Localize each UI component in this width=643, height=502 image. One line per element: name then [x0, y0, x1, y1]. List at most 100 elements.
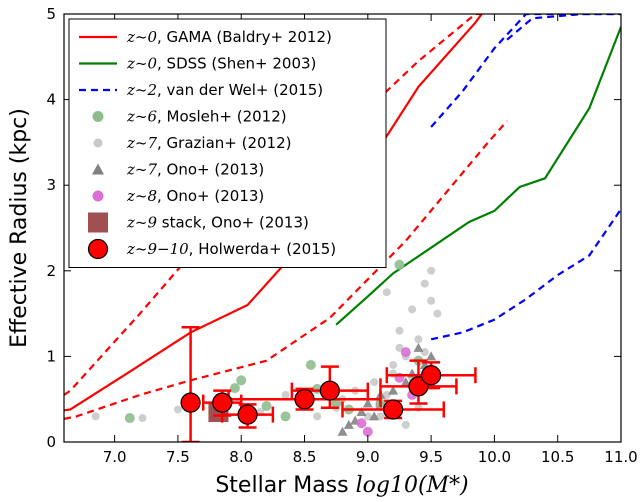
- legend-entry: z~8, Ono+ (2013): [126, 187, 264, 205]
- legend-entry-z: z~0: [126, 28, 157, 46]
- vdw-upper2-line: [506, 14, 621, 41]
- grazian-point: [370, 378, 379, 387]
- y-tick-label: 2: [46, 262, 56, 280]
- mosleh-point: [305, 359, 316, 370]
- x-axis-title: Stellar Mass log10(M*): [215, 473, 468, 498]
- mosleh-point: [236, 375, 247, 386]
- ono-z8-point: [356, 418, 367, 429]
- grazian-point: [420, 279, 429, 288]
- y-tick-label: 4: [46, 91, 56, 109]
- x-tick-label: 9.0: [356, 448, 380, 466]
- legend-entry: z~6, Mosleh+ (2012): [126, 108, 287, 126]
- legend-entry-z: z~0: [126, 55, 157, 73]
- gama-lower-line: [64, 120, 508, 420]
- legend-entry: z~2, van der Wel+ (2015): [126, 81, 323, 99]
- legend-circle-swatch: [92, 190, 104, 202]
- legend-entry-label: stack, Ono+ (2013): [157, 214, 309, 232]
- legend-entry-label: , Holwerda+ (2015): [189, 240, 337, 258]
- legend-big-circle-swatch: [87, 238, 109, 260]
- mosleh-point: [394, 259, 405, 270]
- grazian-point: [433, 309, 442, 318]
- x-tick-label: 8.5: [293, 448, 317, 466]
- legend-entry-z: z~9−10: [126, 240, 189, 258]
- ono-z7-point: [388, 385, 399, 395]
- sdss-line: [335, 26, 621, 326]
- x-tick-label: 9.5: [419, 448, 443, 466]
- legend-entry-label: , Ono+ (2013): [157, 187, 264, 205]
- mosleh-point: [280, 411, 291, 422]
- grazian-point: [389, 360, 398, 369]
- grazian-point: [414, 335, 423, 344]
- grazian-point: [173, 405, 182, 414]
- grazian-point: [138, 414, 147, 423]
- grazian-point: [401, 420, 410, 429]
- legend-entry: z~0, SDSS (Shen+ 2003): [126, 55, 316, 73]
- x-tick-label: 7.0: [103, 448, 127, 466]
- mosleh-point: [229, 383, 240, 394]
- legend: z~0, GAMA (Baldry+ 2012)z~0, SDSS (Shen+…: [68, 18, 387, 268]
- legend-entry-z: z~6: [126, 108, 157, 126]
- vdw-lower-line: [430, 208, 621, 341]
- mosleh-point: [331, 398, 342, 409]
- legend-entry-label: , van der Wel+ (2015): [157, 81, 323, 99]
- x-tick-label: 10.5: [541, 448, 574, 466]
- grazian-point: [313, 412, 322, 421]
- holwerda-point: [237, 404, 258, 425]
- legend-entry-label: , Grazian+ (2012): [157, 134, 291, 152]
- holwerda-point: [408, 376, 429, 397]
- x-tick-label: 8.0: [229, 448, 253, 466]
- x-axis-title-text: Stellar Mass: [215, 473, 355, 498]
- ono-z7-point: [413, 342, 424, 352]
- holwerda-point: [383, 399, 404, 420]
- gama-median-line: [64, 14, 483, 412]
- vdw-upper-line: [430, 14, 621, 128]
- legend-entry-z: z~2: [126, 81, 157, 99]
- ono-z7-point: [400, 377, 411, 387]
- legend-triangle-swatch: [92, 163, 104, 175]
- grazian-point: [427, 266, 436, 275]
- legend-circle-swatch: [92, 111, 104, 122]
- plot-frame: [63, 13, 622, 443]
- grazian-point: [281, 390, 290, 399]
- ono-z7-point: [356, 407, 367, 417]
- axis-ticks: 7.0 7.5 8.0 8.5 9.0 9.5 10.0 10.5 11.0 0 1 2 3 4 5: [46, 5, 637, 466]
- grazian-point: [408, 305, 417, 314]
- legend-entry: z~9−10, Holwerda+ (2015): [126, 240, 336, 258]
- legend-entry-z: z~9: [126, 214, 157, 232]
- holwerda-point: [294, 389, 315, 410]
- y-tick-label: 3: [46, 176, 56, 194]
- mosleh-point: [124, 413, 135, 424]
- grazian-point: [91, 412, 100, 421]
- grazian-point: [376, 412, 385, 421]
- holwerda-point: [421, 365, 442, 386]
- ono-z7-point: [337, 426, 348, 436]
- legend-entry-label: , GAMA (Baldry+ 2012): [157, 28, 332, 46]
- legend-square-swatch: [88, 212, 108, 233]
- grazian-point: [427, 296, 436, 305]
- holwerda-point: [180, 392, 201, 413]
- legend-entry: z~7, Grazian+ (2012): [126, 134, 292, 152]
- legend-entry-z: z~7: [126, 161, 157, 179]
- y-tick-label: 1: [46, 347, 56, 365]
- ono-z8-point: [362, 426, 373, 437]
- y-tick-label: 5: [46, 5, 56, 23]
- ono-z7-point: [426, 351, 437, 361]
- y-axis-title: Effective Radius (kpc): [7, 108, 32, 348]
- grazian-point: [395, 326, 404, 335]
- legend-entry-z: z~8: [126, 187, 157, 205]
- y-tick-label: 0: [46, 433, 56, 451]
- legend-entry-label: , Mosleh+ (2012): [157, 108, 287, 126]
- legend-box: [68, 18, 387, 268]
- legend-entry: z~7, Ono+ (2013): [126, 161, 264, 179]
- legend-entry: z~9 stack, Ono+ (2013): [126, 214, 309, 232]
- grazian-point: [382, 288, 391, 297]
- legend-entry-label: , SDSS (Shen+ 2003): [157, 55, 316, 73]
- holwerda-point: [212, 392, 233, 413]
- legend-circle-swatch: [93, 138, 103, 148]
- ono-z7-point: [343, 419, 354, 429]
- grazian-point: [382, 390, 391, 399]
- legend-entry: z~0, GAMA (Baldry+ 2012): [126, 28, 332, 46]
- ono-z8-point: [400, 347, 411, 358]
- x-tick-label: 10.0: [478, 448, 511, 466]
